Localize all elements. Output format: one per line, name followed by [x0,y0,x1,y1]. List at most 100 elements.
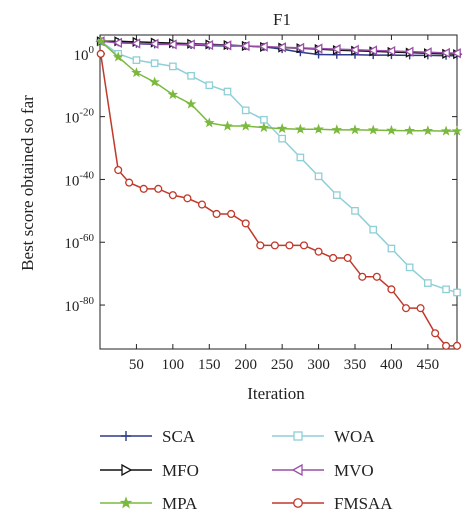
y-tick-label: 10-60 [64,232,94,252]
data-point [313,43,323,54]
data-point [442,341,451,350]
y-tick-label: 10-20 [64,107,94,127]
x-tick-label: 400 [380,357,403,373]
legend-label: MPA [162,494,198,513]
legend-item-mpa: MPA [100,494,198,513]
data-point [149,38,159,49]
data-point [240,120,252,131]
data-point [149,76,160,87]
data-point [139,184,148,193]
y-tick-label: 10-40 [64,169,94,189]
data-point [112,51,124,62]
data-point [222,120,233,131]
data-point [349,44,359,55]
data-point [241,106,250,115]
plot-area: 50 100 150 200 250 300 350 400 450 100 10-20 10-40 1… [64,34,463,373]
data-point [258,41,268,52]
data-point [125,178,134,187]
data-point [278,134,286,143]
data-point [442,285,450,294]
data-point [296,153,305,162]
data-point [241,219,250,228]
data-point [405,263,414,272]
chart-title: F1 [273,10,291,29]
data-point [223,87,232,96]
x-tick-label: 150 [198,357,221,373]
data-point [440,47,450,59]
data-point [131,38,141,49]
x-tick-label: 100 [162,357,185,373]
data-point [185,98,197,109]
legend-label: FMSAA [334,494,393,513]
data-point [131,67,142,78]
legend-label: MVO [334,461,374,480]
legend-swatch-marker [121,431,131,441]
legend-label: WOA [334,427,375,446]
data-point [401,304,411,313]
data-point [331,44,341,55]
data-point [387,285,396,294]
data-point [150,59,159,68]
legend-label: SCA [162,427,196,446]
legend-swatch-marker [291,463,303,477]
data-point [205,81,214,90]
series-woa [96,37,461,297]
data-point [314,247,323,256]
legend-item-fmsaa: FMSAA [272,494,393,513]
data-point [295,42,305,53]
data-point [222,40,232,51]
data-point [313,123,324,134]
data-point [440,125,452,136]
data-point [314,172,323,181]
data-point [295,123,306,134]
data-point [258,122,270,133]
data-point [203,117,215,128]
series-line [99,53,457,347]
data-point [212,209,221,219]
data-point [387,244,396,253]
data-point [422,125,434,136]
x-tick-label: 250 [271,357,294,373]
legend-swatch-marker [293,498,303,508]
data-point [351,206,359,215]
data-point [285,241,294,250]
x-tick-label: 450 [417,357,440,373]
legend-swatch-marker [121,463,133,477]
data-point [416,304,425,313]
legend-item-woa: WOA [272,427,375,446]
data-point [227,209,236,219]
data-point [114,165,123,175]
data-point [332,191,341,199]
data-point [358,272,367,281]
data-point [451,125,463,136]
series-mpa [95,35,463,136]
data-point [167,39,177,50]
data-point [453,288,461,297]
data-point [386,45,396,57]
data-point [185,39,195,50]
legend-item-mvo: MVO [272,461,374,480]
data-point [367,124,379,135]
data-point [197,200,207,209]
data-point [270,241,279,250]
data-point [95,35,107,46]
data-point [203,39,214,51]
y-axis-label: Best score obtained so far [18,95,37,271]
data-point [404,46,414,57]
data-point [299,241,309,250]
data-point [260,115,268,124]
data-point [404,125,415,136]
data-point [96,49,105,58]
data-point [169,62,177,71]
data-point [367,45,378,56]
y-tick-label: 10-80 [64,295,94,315]
data-point [452,341,462,350]
data-point [167,89,179,100]
plot-frame [99,34,458,350]
data-point [276,42,286,53]
data-point [422,47,432,58]
legend-swatch-marker [119,496,133,509]
data-point [451,48,461,59]
data-point [132,56,141,64]
data-point [349,124,361,135]
